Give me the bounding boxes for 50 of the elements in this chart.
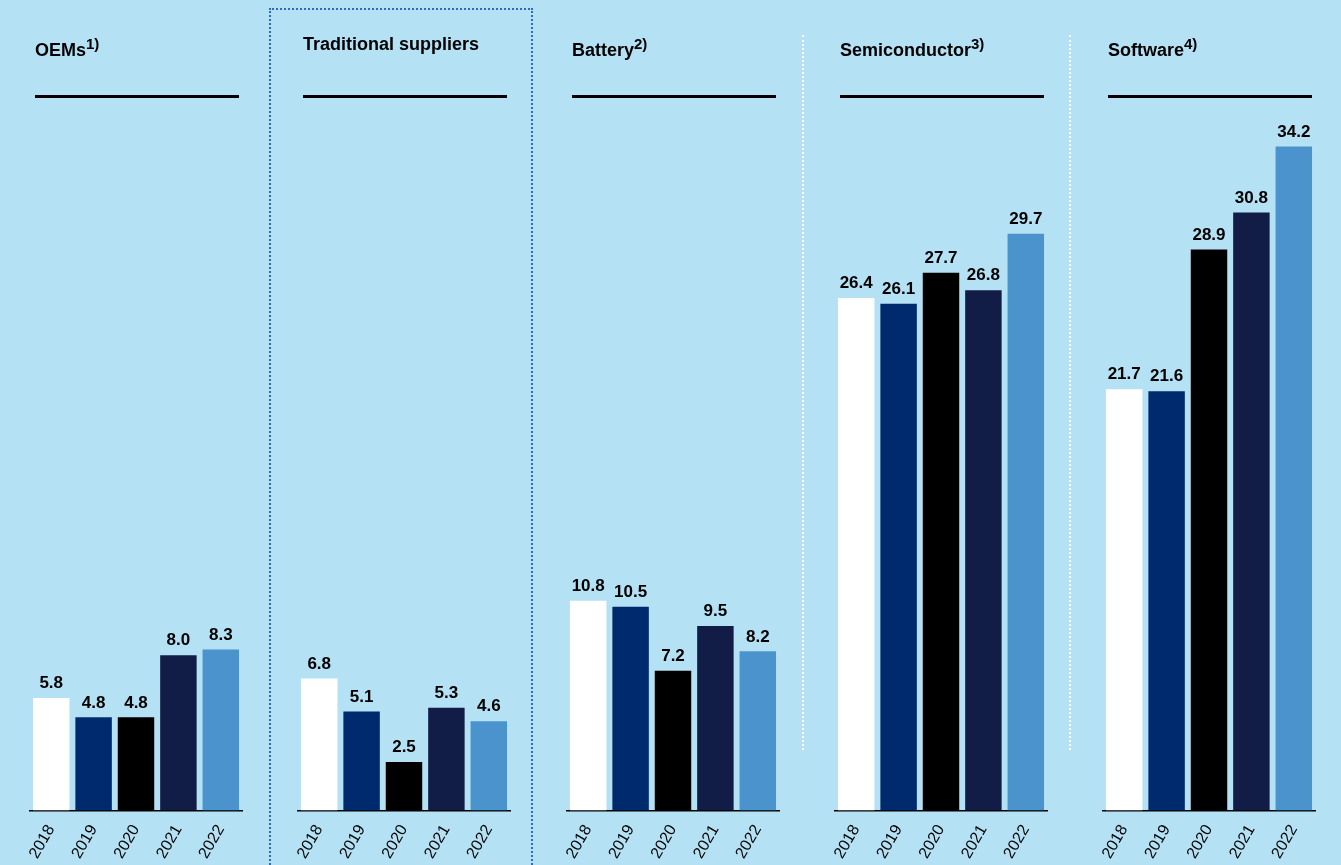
data-label: 34.2 [1277, 121, 1311, 141]
data-label: 4.8 [81, 692, 106, 712]
data-label: 5.1 [349, 686, 374, 706]
bar [75, 717, 112, 811]
data-label: 27.7 [924, 247, 958, 267]
bar [1148, 391, 1185, 811]
data-label: 30.8 [1234, 187, 1268, 207]
data-label: 5.3 [434, 682, 459, 702]
bar [837, 297, 875, 811]
data-label: 8.0 [166, 630, 191, 650]
bar [880, 303, 917, 811]
bar [739, 651, 777, 811]
bar [697, 626, 734, 811]
data-label: 2.5 [392, 737, 416, 757]
bar [160, 655, 197, 811]
data-label: 26.1 [882, 278, 916, 298]
bar [965, 290, 1002, 811]
data-label: 4.8 [124, 692, 148, 712]
bar [1007, 233, 1045, 811]
bar [612, 606, 649, 811]
bar [300, 678, 338, 811]
bar [202, 649, 240, 811]
bar [1105, 389, 1143, 811]
chart-title: Traditional suppliers [303, 33, 481, 56]
chart-title: Semiconductor$^{3)}$ [840, 34, 986, 62]
bar [1233, 212, 1270, 811]
data-label: 10.5 [614, 581, 648, 601]
data-label: 21.7 [1107, 364, 1141, 384]
bar [569, 600, 607, 811]
chart-title: OEMs$^{1)}$ [35, 34, 101, 62]
data-label: 21.6 [1150, 366, 1184, 386]
data-label: 7.2 [661, 645, 685, 665]
data-label: 8.3 [208, 624, 233, 644]
bar [343, 711, 380, 811]
data-label: 5.8 [39, 673, 64, 693]
data-label: 10.8 [571, 576, 605, 596]
data-label: 6.8 [307, 653, 332, 673]
data-label: 28.9 [1192, 224, 1226, 244]
bar [1275, 146, 1313, 811]
bar [428, 707, 465, 811]
data-label: 29.7 [1009, 209, 1043, 229]
data-label: 9.5 [703, 601, 728, 621]
data-label: 26.8 [966, 265, 1000, 285]
chart-title: Battery$^{2)}$ [572, 34, 649, 62]
data-label: 26.4 [839, 273, 874, 293]
data-label: 4.6 [476, 696, 501, 716]
data-label: 8.2 [745, 626, 770, 646]
bar [470, 721, 508, 811]
chart-title: Software$^{4)}$ [1108, 34, 1199, 62]
bar [32, 697, 70, 811]
